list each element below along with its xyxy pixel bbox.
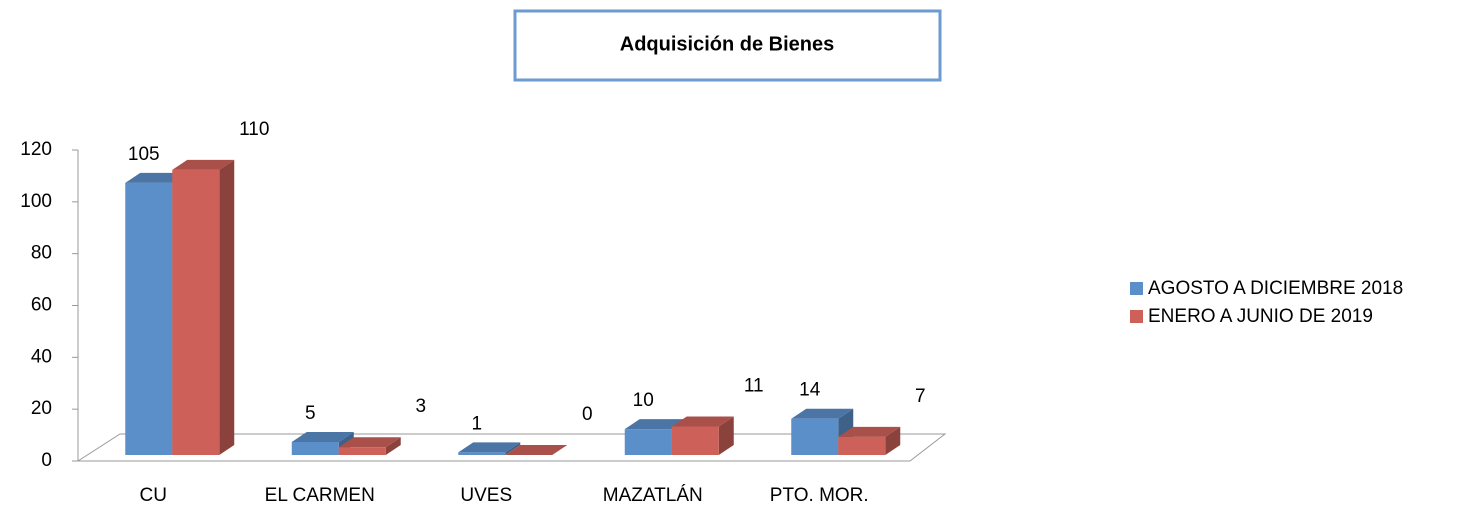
x-tick-label: UVES	[460, 485, 512, 506]
x-tick-label: EL CARMEN	[265, 485, 375, 506]
bar-side	[385, 437, 401, 455]
bar-top	[338, 437, 401, 448]
x-tick-label: CU	[140, 485, 167, 506]
data-label: 3	[415, 396, 426, 417]
x-tick-label: PTO. MOR.	[770, 485, 869, 506]
legend-label: ENERO A JUNIO DE 2019	[1148, 306, 1373, 327]
x-tick-label: MAZATLÁN	[603, 485, 703, 506]
y-tick-label: 100	[20, 191, 52, 212]
bar	[838, 426, 901, 455]
data-label: 0	[582, 404, 593, 425]
y-tick-label: 120	[20, 139, 52, 160]
y-tick-label: 40	[31, 346, 52, 367]
bar	[338, 437, 401, 455]
y-tick-label: 0	[41, 450, 52, 471]
data-label: 105	[128, 144, 160, 165]
bar-front	[838, 436, 886, 455]
y-tick-label: 20	[31, 398, 52, 419]
bar-top	[671, 416, 734, 427]
data-label: 10	[633, 390, 654, 411]
bar-front	[624, 429, 672, 455]
bar-top	[838, 426, 901, 437]
bar-front	[458, 452, 506, 455]
legend-swatch	[1130, 282, 1143, 295]
bar-front	[291, 442, 339, 455]
data-label: 110	[239, 119, 269, 140]
bar-side	[718, 416, 734, 455]
bar-top	[458, 442, 521, 453]
data-label: 1	[471, 413, 482, 434]
data-label: 11	[744, 376, 764, 397]
data-label: 14	[799, 380, 821, 401]
bar-front	[671, 426, 719, 455]
bar-side	[219, 159, 235, 455]
bar	[505, 445, 568, 455]
bar	[172, 159, 235, 455]
bar-top	[505, 445, 568, 455]
bar-side	[505, 442, 521, 455]
data-label: 7	[915, 386, 926, 407]
data-label: 5	[305, 403, 316, 424]
chart-title: Adquisición de Bienes	[620, 33, 834, 55]
floor	[76, 433, 947, 462]
bar-side	[885, 426, 901, 455]
bar-top	[624, 419, 687, 430]
bar-top	[291, 432, 354, 443]
bar	[458, 442, 521, 455]
title-box	[513, 9, 942, 82]
bar-front	[338, 447, 386, 455]
bar-top	[172, 159, 235, 170]
bar-front	[125, 182, 173, 455]
legend-label: AGOSTO A DICIEMBRE 2018	[1148, 278, 1403, 299]
y-tick-label: 80	[31, 243, 52, 264]
bar-top	[791, 408, 854, 419]
y-tick-label: 60	[31, 295, 52, 316]
bar	[671, 416, 734, 455]
bar-front	[791, 418, 839, 455]
bar-front	[172, 169, 220, 455]
legend-swatch	[1130, 310, 1143, 323]
bar-top	[125, 172, 188, 183]
